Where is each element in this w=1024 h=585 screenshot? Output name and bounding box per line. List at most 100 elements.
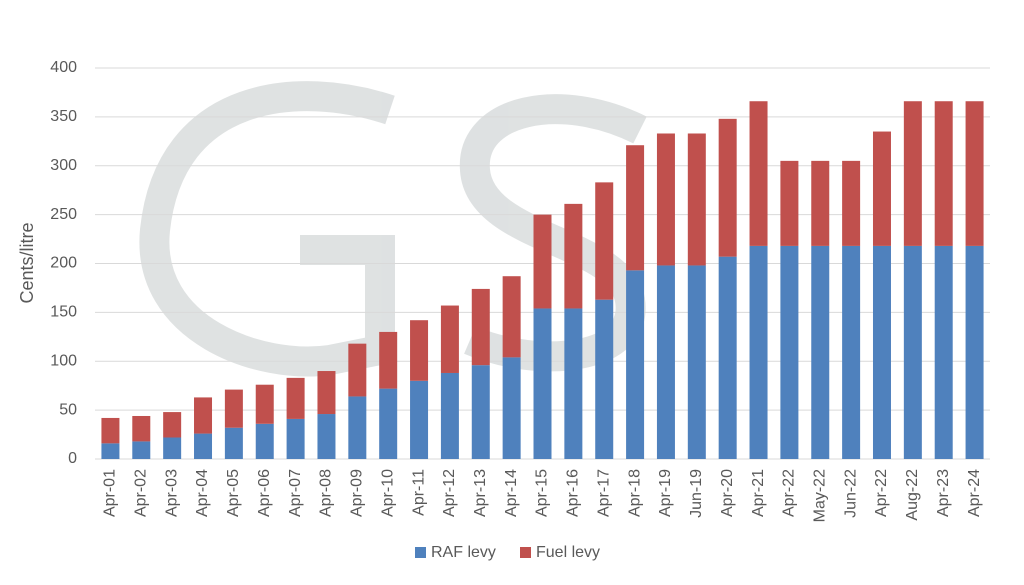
x-tick-label: Apr-22 xyxy=(873,469,890,517)
bar-segment xyxy=(410,320,429,381)
bar-segment xyxy=(255,423,274,459)
bar-segment xyxy=(317,371,336,415)
bar-segment xyxy=(163,412,182,438)
bar-segment xyxy=(255,384,274,424)
bar-segment xyxy=(224,389,243,428)
bar-segment xyxy=(533,308,552,459)
bar-segment xyxy=(286,418,305,459)
bar-segment xyxy=(626,145,645,271)
y-tick-label: 200 xyxy=(50,255,77,272)
x-tick-label: Apr-17 xyxy=(595,469,612,517)
bar-segment xyxy=(595,182,614,300)
bar-segment xyxy=(872,131,891,246)
bar-segment xyxy=(687,265,706,459)
bar-segment xyxy=(780,160,799,246)
bar-segment xyxy=(842,160,861,246)
bar-segment xyxy=(440,372,459,459)
bar-segment xyxy=(379,331,398,389)
y-tick-label: 350 xyxy=(50,108,77,125)
bar-segment xyxy=(718,118,737,257)
bar-segment xyxy=(502,276,521,358)
bar-segment xyxy=(132,441,151,459)
x-tick-label: Apr-02 xyxy=(133,469,150,517)
bar-segment xyxy=(595,299,614,459)
x-tick-label: Apr-07 xyxy=(287,469,304,517)
bar-segment xyxy=(965,101,984,246)
bar-segment xyxy=(718,256,737,459)
bar-segment xyxy=(101,417,120,444)
x-tick-label: Apr-12 xyxy=(441,469,458,517)
y-tick-label: 300 xyxy=(50,157,77,174)
bar-segment xyxy=(780,245,799,459)
bar-segment xyxy=(440,305,459,373)
bar-segment xyxy=(687,133,706,266)
y-tick-label: 150 xyxy=(50,304,77,321)
bar-segment xyxy=(379,388,398,459)
bar-segment xyxy=(749,245,768,459)
bar-segment xyxy=(101,443,120,459)
bar-segment xyxy=(626,270,645,459)
x-tick-label: Apr-03 xyxy=(163,469,180,517)
x-tick-label: Apr-11 xyxy=(410,469,427,516)
y-axis-label: Cents/litre xyxy=(17,222,37,303)
x-tick-label: Jun-19 xyxy=(688,469,705,518)
bar-segment xyxy=(348,343,367,397)
bar-segment xyxy=(471,365,490,459)
bar-segment xyxy=(749,101,768,246)
x-tick-label: Apr-01 xyxy=(102,469,119,517)
bar-segment xyxy=(842,245,861,459)
bar-segment xyxy=(502,357,521,459)
bar-segment xyxy=(132,415,151,442)
x-tick-label: Apr-15 xyxy=(534,469,551,517)
x-tick-label: May-22 xyxy=(811,469,828,522)
bar-segment xyxy=(194,397,213,434)
bar-segment xyxy=(903,101,922,246)
bar-segment xyxy=(410,380,429,459)
bar-segment xyxy=(811,160,830,246)
bar-segment xyxy=(934,101,953,246)
bar-segment xyxy=(471,288,490,366)
bar-segment xyxy=(163,437,182,459)
x-tick-label: Apr-23 xyxy=(935,469,952,517)
x-tick-label: Apr-24 xyxy=(966,469,983,517)
bar-segment xyxy=(348,396,367,459)
bar-segment xyxy=(317,414,336,459)
bar-segment xyxy=(286,377,305,419)
y-tick-label: 0 xyxy=(68,450,77,467)
bar-segment xyxy=(934,245,953,459)
y-tick-label: 50 xyxy=(59,401,77,418)
bar-segment xyxy=(564,308,583,459)
bar-segment xyxy=(656,265,675,459)
x-tick-label: Apr-20 xyxy=(719,469,736,517)
bar-segment xyxy=(811,245,830,459)
bar-segment xyxy=(224,427,243,459)
bar-segment xyxy=(872,245,891,459)
x-tick-label: Apr-05 xyxy=(225,469,242,517)
x-tick-label: Apr-06 xyxy=(256,469,273,517)
x-tick-label: Apr-13 xyxy=(472,469,489,517)
x-tick-label: Apr-10 xyxy=(379,469,396,517)
legend-label: RAF levy xyxy=(431,544,496,561)
bar-segment xyxy=(194,433,213,459)
bar-segment xyxy=(533,214,552,309)
x-tick-label: Aug-22 xyxy=(904,469,921,521)
x-tick-label: Apr-14 xyxy=(503,469,520,517)
x-tick-label: Apr-09 xyxy=(349,469,366,517)
legend-swatch xyxy=(520,547,531,558)
y-tick-label: 250 xyxy=(50,206,77,223)
x-tick-label: Apr-04 xyxy=(194,469,211,517)
legend-swatch xyxy=(415,547,426,558)
x-tick-label: Apr-18 xyxy=(626,469,643,517)
y-tick-label: 400 xyxy=(50,59,77,76)
x-tick-label: Apr-16 xyxy=(565,469,582,517)
bar-segment xyxy=(903,245,922,459)
x-tick-label: Jun-22 xyxy=(842,469,859,518)
bar-segment xyxy=(965,245,984,459)
x-tick-label: Apr-19 xyxy=(657,469,674,517)
legend-label: Fuel levy xyxy=(536,544,600,561)
bar-segment xyxy=(564,203,583,309)
bar-segment xyxy=(656,133,675,266)
x-tick-label: Apr-22 xyxy=(781,469,798,517)
x-tick-label: Apr-08 xyxy=(318,469,335,517)
